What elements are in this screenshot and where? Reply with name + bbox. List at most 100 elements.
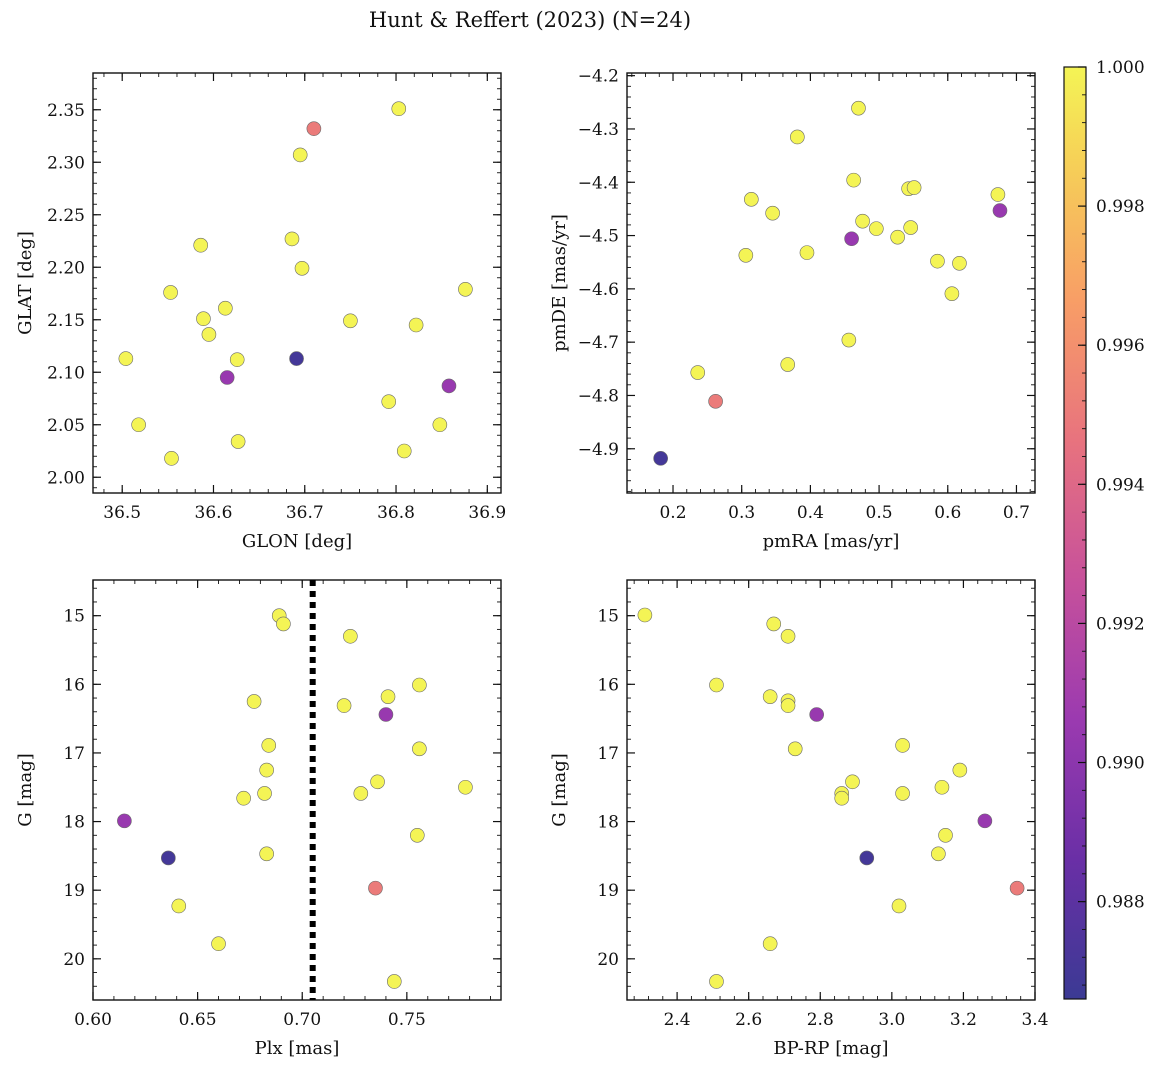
x-tick-label: 0.2 bbox=[659, 503, 686, 523]
x-tick-label: 0.75 bbox=[388, 1010, 426, 1030]
data-point bbox=[744, 192, 759, 207]
x-tick-label: 0.6 bbox=[934, 503, 961, 523]
data-point bbox=[990, 187, 1006, 202]
data-point bbox=[289, 351, 304, 366]
x-tick-label: 0.70 bbox=[283, 1010, 321, 1030]
data-point bbox=[637, 607, 653, 623]
data-point bbox=[257, 786, 272, 801]
y-tick-label: 2.10 bbox=[47, 363, 85, 383]
x-tick-label: 36.6 bbox=[195, 503, 233, 523]
data-point bbox=[762, 936, 778, 952]
data-point bbox=[218, 300, 233, 316]
data-point bbox=[653, 451, 668, 466]
data-point bbox=[977, 813, 993, 829]
data-point bbox=[855, 213, 870, 229]
y-tick-label: 2.00 bbox=[47, 468, 85, 488]
colorbar-tick-label: 0.994 bbox=[1096, 475, 1145, 495]
data-point bbox=[906, 180, 922, 195]
scatter-panel-4: 2.4 2.6 2.8 3.0 3.2 3.4 15 16 17 18 19 20 BP-RP [mag… bbox=[549, 579, 1049, 1059]
data-point bbox=[895, 738, 910, 753]
y-axis-label: G [mag] bbox=[549, 753, 570, 826]
plot-frame bbox=[626, 579, 1036, 1001]
y-tick-label: 19 bbox=[63, 881, 85, 901]
data-point bbox=[171, 898, 187, 914]
scatter-panel-2: 0.2 0.3 0.4 0.5 0.6 0.7 −4.9 −4.8 −4.7 −4.6 −4.5 −4… bbox=[549, 67, 1036, 552]
data-point bbox=[412, 677, 427, 693]
data-point bbox=[259, 762, 274, 778]
x-tick-label: 2.4 bbox=[664, 1010, 691, 1030]
data-point bbox=[944, 286, 960, 301]
data-point bbox=[368, 880, 383, 896]
data-point bbox=[343, 628, 358, 644]
data-point bbox=[412, 741, 427, 757]
data-point bbox=[201, 327, 217, 342]
y-tick-label: 18 bbox=[63, 813, 85, 833]
y-tick-label: 16 bbox=[597, 675, 619, 695]
data-point bbox=[690, 365, 706, 380]
data-point bbox=[196, 311, 211, 327]
scatter-panels: 36.5 36.6 36.7 36.8 36.9 2.00 2.05 2.10 2.15 2.20… bbox=[15, 67, 1049, 1059]
data-point bbox=[934, 779, 950, 795]
y-tick-label: 2.05 bbox=[47, 416, 85, 436]
x-tick-label: 2.6 bbox=[735, 1010, 762, 1030]
y-tick-label: 2.20 bbox=[47, 258, 85, 278]
data-point bbox=[890, 229, 905, 245]
y-tick-label: 16 bbox=[63, 675, 85, 695]
data-point bbox=[931, 846, 946, 862]
data-point bbox=[780, 698, 796, 713]
y-tick-label: −4.5 bbox=[578, 227, 619, 247]
colorbar-tick-label: 0.990 bbox=[1096, 754, 1145, 774]
y-tick-label: −4.7 bbox=[578, 333, 619, 353]
y-tick-label: 18 bbox=[597, 813, 619, 833]
plot-frame bbox=[626, 72, 1036, 494]
y-tick-label: 19 bbox=[597, 881, 619, 901]
data-point bbox=[353, 786, 369, 801]
data-point bbox=[859, 850, 875, 866]
data-point bbox=[381, 394, 397, 409]
y-tick-label: 2.15 bbox=[47, 311, 85, 331]
data-point bbox=[306, 121, 322, 136]
data-point bbox=[410, 827, 425, 843]
y-axis-label: pmDE [mas/yr] bbox=[549, 214, 570, 352]
y-tick-label: 15 bbox=[63, 607, 85, 627]
y-tick-label: 2.35 bbox=[47, 101, 85, 121]
data-point bbox=[709, 677, 724, 693]
data-point bbox=[380, 689, 396, 704]
x-tick-label: 2.8 bbox=[807, 1010, 834, 1030]
y-axis-label: GLAT [deg] bbox=[15, 231, 36, 335]
x-tick-label: 36.8 bbox=[377, 503, 415, 523]
data-point bbox=[809, 707, 824, 722]
x-axis-label: GLON [deg] bbox=[242, 531, 352, 552]
data-point bbox=[787, 741, 803, 757]
data-point bbox=[292, 147, 308, 163]
data-point bbox=[841, 332, 857, 348]
data-point bbox=[284, 231, 300, 247]
data-point bbox=[408, 317, 424, 333]
x-tick-label: 0.60 bbox=[74, 1010, 112, 1030]
data-point bbox=[193, 237, 209, 253]
data-point bbox=[895, 786, 910, 801]
colorbar: 0.988 0.990 0.992 0.994 0.996 0.998 1.000 bbox=[1063, 58, 1145, 1000]
data-point bbox=[738, 247, 754, 263]
y-tick-label: −4.9 bbox=[578, 440, 619, 460]
colorbar-tick-label: 1.000 bbox=[1096, 58, 1145, 78]
data-point bbox=[780, 357, 796, 372]
colorbar-tick-label: 0.992 bbox=[1096, 614, 1145, 634]
data-point bbox=[799, 245, 815, 260]
data-point bbox=[891, 898, 907, 914]
data-point bbox=[164, 451, 179, 466]
x-tick-label: 36.5 bbox=[103, 503, 141, 523]
colorbar-tick-label: 0.998 bbox=[1096, 197, 1145, 217]
data-point bbox=[869, 221, 884, 236]
data-point bbox=[211, 936, 226, 952]
data-point bbox=[930, 253, 945, 269]
x-tick-label: 3.4 bbox=[1021, 1010, 1048, 1030]
figure-title: Hunt & Reffert (2023) (N=24) bbox=[369, 8, 691, 32]
data-point bbox=[261, 738, 277, 753]
x-tick-label: 3.2 bbox=[950, 1010, 977, 1030]
y-tick-label: 17 bbox=[63, 744, 85, 764]
data-point bbox=[236, 790, 251, 806]
y-tick-label: 2.25 bbox=[47, 206, 85, 226]
y-tick-label: −4.8 bbox=[578, 386, 619, 406]
y-tick-label: −4.4 bbox=[578, 173, 619, 193]
